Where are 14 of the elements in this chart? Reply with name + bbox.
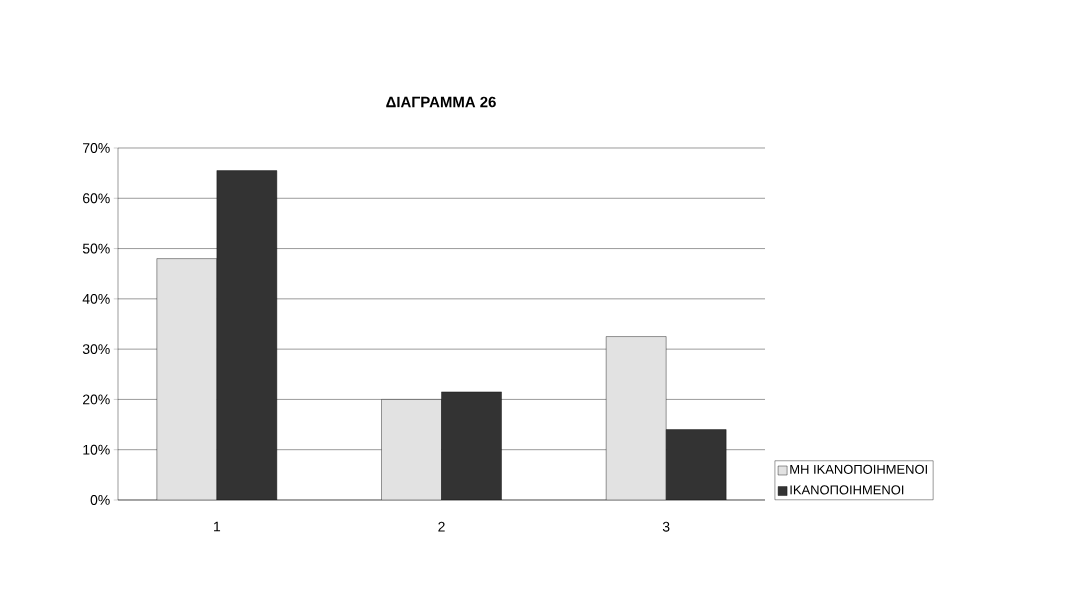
legend-label: ΜΗ ΙΚΑΝΟΠΟΙΗΜΕΝΟΙ — [790, 464, 927, 474]
y-tick-label: 40% — [82, 293, 110, 304]
y-tick-label: 70% — [83, 143, 110, 153]
x-tick-label: 2 — [438, 521, 445, 532]
y-tick-label: 30% — [82, 344, 110, 355]
y-tick-label: 20% — [83, 394, 110, 405]
y-tick-label: 50% — [82, 243, 110, 254]
x-tick-label: 3 — [662, 521, 670, 532]
chart-title: ΔΙΑΓΡΑΜΜΑ 26 — [386, 96, 496, 108]
legend-label: ΙΚΑΝΟΠΟΙΗΜΕΝΟΙ — [790, 485, 904, 495]
x-tick-label: 1 — [214, 521, 221, 532]
y-tick-label: 10% — [83, 444, 110, 455]
y-tick-label: 60% — [83, 193, 110, 204]
y-tick-label: 0% — [90, 495, 110, 505]
